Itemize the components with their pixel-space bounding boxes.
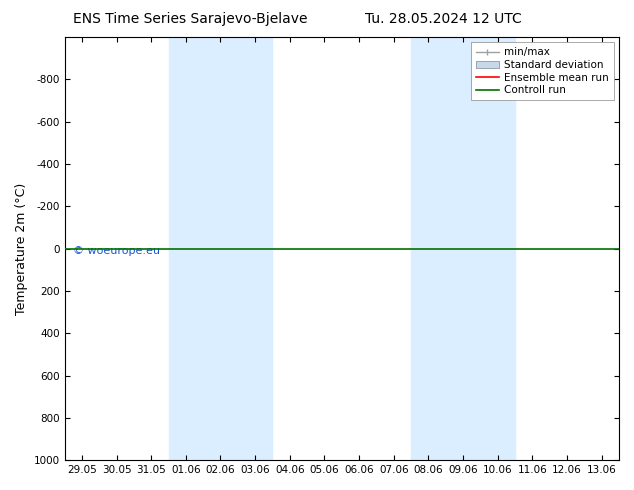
Bar [169, 37, 273, 460]
Y-axis label: Temperature 2m (°C): Temperature 2m (°C) [15, 182, 28, 315]
Bar [411, 37, 515, 460]
Text: ENS Time Series Sarajevo-Bjelave: ENS Time Series Sarajevo-Bjelave [73, 12, 307, 26]
Text: Tu. 28.05.2024 12 UTC: Tu. 28.05.2024 12 UTC [365, 12, 522, 26]
Legend: min/max, Standard deviation, Ensemble mean run, Controll run: min/max, Standard deviation, Ensemble me… [470, 42, 614, 100]
Text: © woeurope.eu: © woeurope.eu [73, 245, 160, 256]
